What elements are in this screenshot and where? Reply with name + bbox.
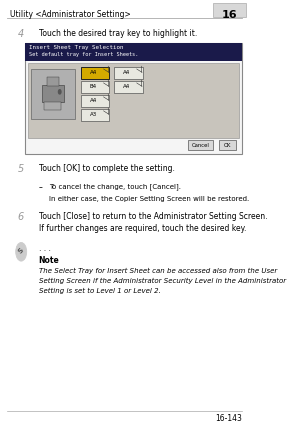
Text: Utility <Administrator Setting>: Utility <Administrator Setting> bbox=[10, 10, 131, 19]
Text: A3: A3 bbox=[89, 112, 97, 117]
Text: 4: 4 bbox=[17, 29, 24, 39]
Text: 5: 5 bbox=[17, 164, 24, 174]
Text: Touch the desired tray key to highlight it.: Touch the desired tray key to highlight … bbox=[39, 29, 197, 38]
Text: Setting Screen if the Administrator Security Level in the Administrator: Setting Screen if the Administrator Secu… bbox=[39, 278, 286, 284]
Text: S: S bbox=[17, 247, 25, 255]
Text: To cancel the change, touch [Cancel].: To cancel the change, touch [Cancel]. bbox=[49, 183, 181, 190]
FancyBboxPatch shape bbox=[44, 102, 61, 110]
FancyBboxPatch shape bbox=[188, 140, 213, 150]
Text: –: – bbox=[39, 183, 43, 192]
Text: OK: OK bbox=[224, 143, 231, 147]
Circle shape bbox=[58, 90, 61, 94]
FancyBboxPatch shape bbox=[219, 140, 236, 150]
Text: Cancel: Cancel bbox=[192, 143, 210, 147]
FancyBboxPatch shape bbox=[81, 95, 110, 107]
Text: A4: A4 bbox=[89, 70, 97, 75]
FancyBboxPatch shape bbox=[114, 81, 142, 93]
FancyBboxPatch shape bbox=[81, 67, 110, 79]
Circle shape bbox=[16, 243, 27, 261]
Text: Setting is set to Level 1 or Level 2.: Setting is set to Level 1 or Level 2. bbox=[39, 288, 160, 294]
Text: 16-143: 16-143 bbox=[215, 414, 242, 423]
Text: A4: A4 bbox=[123, 70, 130, 75]
Text: Set default tray for Insert Sheets.: Set default tray for Insert Sheets. bbox=[29, 52, 138, 57]
Text: In either case, the Copier Setting Screen will be restored.: In either case, the Copier Setting Scree… bbox=[49, 196, 249, 201]
Text: 16: 16 bbox=[222, 10, 237, 20]
Text: A4: A4 bbox=[89, 98, 97, 103]
FancyBboxPatch shape bbox=[213, 3, 246, 17]
Text: If further changes are required, touch the desired key.: If further changes are required, touch t… bbox=[39, 224, 246, 233]
FancyBboxPatch shape bbox=[25, 43, 242, 154]
FancyBboxPatch shape bbox=[81, 109, 110, 121]
Text: Touch [OK] to complete the setting.: Touch [OK] to complete the setting. bbox=[39, 164, 175, 173]
FancyBboxPatch shape bbox=[28, 63, 239, 139]
FancyBboxPatch shape bbox=[31, 68, 75, 119]
FancyBboxPatch shape bbox=[46, 77, 59, 86]
Text: Touch [Close] to return to the Administrator Setting Screen.: Touch [Close] to return to the Administr… bbox=[39, 212, 267, 221]
FancyBboxPatch shape bbox=[81, 81, 110, 93]
Text: Insert Sheet Tray Selection: Insert Sheet Tray Selection bbox=[29, 45, 123, 50]
FancyBboxPatch shape bbox=[25, 43, 242, 61]
FancyBboxPatch shape bbox=[114, 67, 142, 79]
Text: The Select Tray for Insert Sheet can be accessed also from the User: The Select Tray for Insert Sheet can be … bbox=[39, 268, 277, 274]
Text: . . .: . . . bbox=[39, 244, 50, 253]
Text: A4: A4 bbox=[123, 84, 130, 89]
Text: B4: B4 bbox=[90, 84, 97, 89]
FancyBboxPatch shape bbox=[41, 85, 64, 102]
Text: Note: Note bbox=[39, 256, 59, 265]
Text: 6: 6 bbox=[17, 212, 24, 221]
